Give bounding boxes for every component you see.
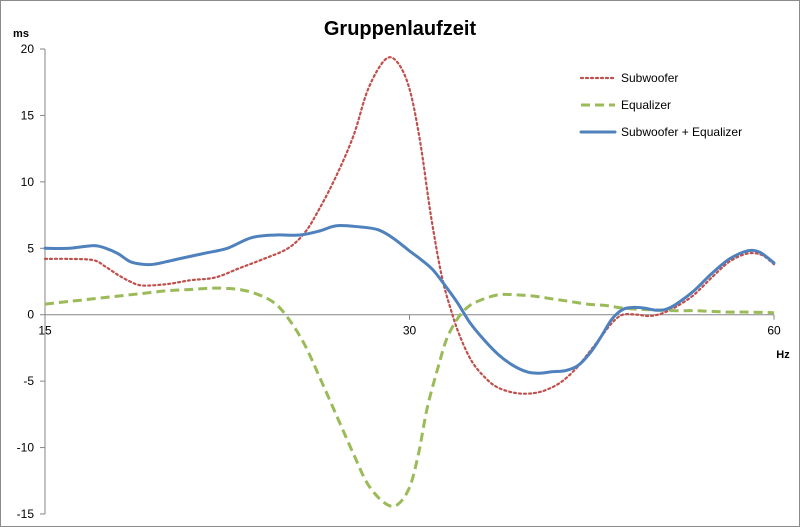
legend-label-subwoofer: Subwoofer (621, 71, 678, 85)
x-tick-label: 30 (403, 324, 417, 338)
y-tick-label: -15 (17, 507, 35, 521)
y-axis-unit: ms (13, 28, 29, 40)
y-tick-label: 10 (21, 175, 35, 189)
y-tick-label: -5 (23, 374, 34, 388)
x-axis-ticks: 15 30 60 (38, 314, 781, 338)
series-line-subwoofer (43, 56, 776, 395)
x-tick-label: 60 (767, 324, 781, 338)
chart-title: Gruppenlaufzeit (324, 18, 477, 40)
legend-label-equalizer: Equalizer (621, 98, 671, 112)
y-tick-label: 15 (21, 108, 35, 122)
x-axis-unit: Hz (776, 349, 790, 361)
y-tick-label: 20 (21, 42, 35, 56)
y-tick-label: -10 (17, 441, 35, 455)
legend: Subwoofer Equalizer Subwoofer + Equalizer (579, 71, 742, 139)
x-tick-label: 15 (38, 324, 52, 338)
y-tick-label: 0 (27, 308, 34, 322)
legend-label-subwoofer-equalizer: Subwoofer + Equalizer (621, 125, 742, 139)
y-tick-label: 5 (27, 241, 34, 255)
series-line-subwoofer-equalizer (43, 224, 776, 375)
series-line-equalizer (44, 286, 775, 508)
axes (44, 49, 774, 514)
series-layer (43, 56, 776, 508)
y-axis-ticks: 20 15 10 5 0 -5 -10 -15 (17, 42, 45, 521)
